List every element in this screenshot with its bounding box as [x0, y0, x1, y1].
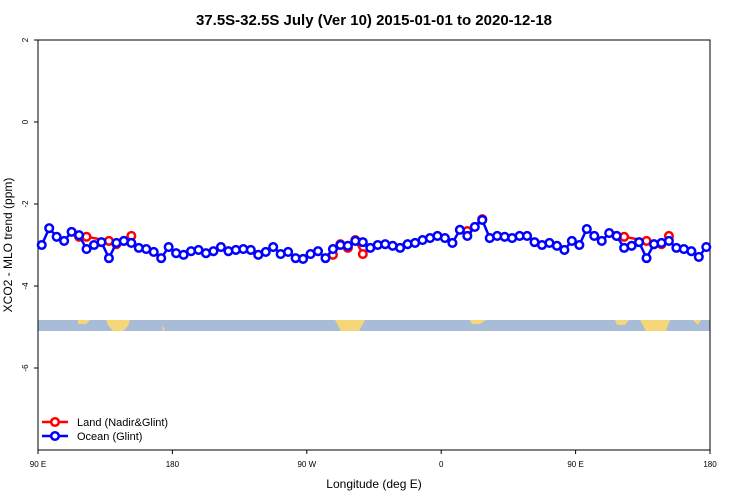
y-tick-label: -6 [21, 364, 30, 372]
x-tick-label: 180 [166, 460, 180, 469]
point [298, 253, 309, 264]
series-line [40, 217, 708, 262]
point [357, 237, 368, 248]
point [178, 249, 189, 260]
map-strip [38, 320, 710, 331]
x-tick-label: 0 [439, 460, 444, 469]
point [611, 230, 622, 242]
point [395, 242, 406, 253]
point [581, 223, 592, 235]
legend-label: Land (Nadir&Glint) [77, 417, 168, 429]
chart-title: 37.5S-32.5S July (Ver 10) 2015-01-01 to … [196, 12, 552, 29]
point [626, 240, 637, 251]
point [342, 240, 353, 251]
point [462, 230, 473, 242]
x-tick-label: 90 E [567, 460, 583, 469]
point [641, 253, 652, 264]
y-tick-label: 0 [21, 119, 30, 124]
point [283, 246, 294, 258]
point [126, 237, 137, 248]
point [522, 230, 533, 242]
point [454, 224, 465, 235]
point [693, 251, 704, 262]
point [96, 237, 107, 248]
x-axis-label: Longitude (deg E) [326, 477, 421, 491]
point [559, 244, 570, 255]
point [215, 242, 226, 253]
legend-marker [49, 430, 61, 442]
point [596, 235, 607, 246]
point [663, 235, 674, 246]
point [59, 235, 70, 246]
legend-marker [49, 416, 61, 428]
point [163, 242, 174, 253]
point [551, 240, 562, 251]
point [447, 237, 458, 248]
y-tick-label: -2 [21, 200, 30, 208]
point [574, 239, 585, 251]
x-tick-label: 90 W [297, 460, 316, 469]
point [44, 223, 55, 234]
point [245, 244, 256, 255]
y-tick-label: -4 [21, 282, 30, 290]
point [686, 246, 697, 257]
point [566, 235, 577, 246]
point [208, 246, 219, 257]
point [357, 248, 368, 260]
point [312, 246, 324, 257]
point [268, 242, 279, 253]
y-axis-label: XCO2 - MLO trend (ppm) [1, 178, 15, 313]
point [260, 246, 271, 258]
point [327, 244, 338, 255]
point [320, 253, 331, 264]
point [148, 246, 159, 258]
point [589, 230, 600, 242]
point [103, 253, 114, 264]
point [439, 232, 450, 244]
point [469, 221, 480, 233]
point [701, 242, 712, 253]
point [74, 230, 85, 241]
point [81, 244, 92, 255]
point [36, 239, 47, 251]
y-tick-label: 2 [21, 37, 30, 42]
point [477, 214, 488, 226]
point [156, 253, 167, 264]
x-tick-label: 90 E [30, 460, 46, 469]
x-tick-label: 180 [703, 460, 717, 469]
point [634, 237, 645, 248]
point [51, 231, 62, 242]
legend-label: Ocean (Glint) [77, 431, 142, 443]
